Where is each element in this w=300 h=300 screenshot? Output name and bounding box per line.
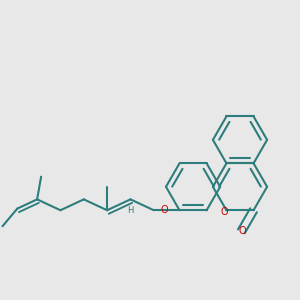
Text: O: O [160,205,168,215]
Text: O: O [238,226,246,236]
Text: H: H [127,206,134,215]
Text: O: O [221,207,228,217]
